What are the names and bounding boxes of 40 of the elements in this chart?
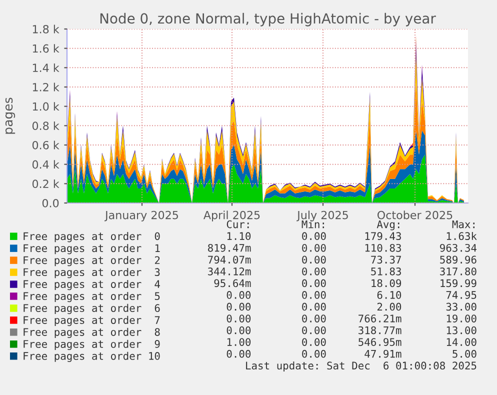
text: 344.12m 0.00 51.83 317.80 bbox=[208, 267, 476, 276]
legend-label: Free pages at order 6 bbox=[24, 304, 160, 314]
text: 0.00 0.00 766.21m 19.00 bbox=[226, 314, 476, 322]
text: Last update: Sat Dec 6 01:00:08 2025 bbox=[246, 361, 476, 372]
text: 95.64m 0.00 18.09 159.99 bbox=[214, 279, 476, 288]
y-tick-label: 1.6 k bbox=[32, 44, 60, 53]
legend-label: Free pages at order 3 bbox=[24, 268, 160, 278]
y-tick-label: 1.0 k bbox=[32, 102, 60, 111]
x-tick-label: October 2025 bbox=[377, 210, 452, 220]
text: 0.00 0.00 318.77m 13.00 bbox=[226, 326, 476, 334]
text: 1.00 0.00 546.95m 14.00 bbox=[227, 338, 476, 346]
text: 1.10 0.00 179.43 1.63k bbox=[227, 232, 477, 240]
legend-label: Free pages at order 1 bbox=[24, 244, 160, 254]
text: 0.00 0.00 2.00 33.00 bbox=[226, 302, 476, 311]
x-tick-label: April 2025 bbox=[203, 210, 260, 222]
legend-label: Free pages at order 0 bbox=[24, 232, 160, 242]
chart-title: Node 0, zone Normal, type HighAtomic - by year bbox=[100, 12, 436, 26]
y-tick-label: 0.8 k bbox=[32, 121, 60, 130]
y-tick-label: 0.4 k bbox=[32, 160, 60, 169]
legend-label: Free pages at order 10 bbox=[24, 352, 160, 362]
text: 0.00 0.00 6.10 74.95 bbox=[226, 291, 476, 299]
x-tick-label: July 2025 bbox=[296, 210, 348, 222]
text: 819.47m 0.00 110.83 963.34 bbox=[208, 244, 477, 252]
text: Cur: Min: Avg: Max: bbox=[226, 220, 475, 230]
text: 794.07m 0.00 73.37 589.96 bbox=[208, 256, 476, 264]
text: 0.00 0.00 47.91m 5.00 bbox=[226, 350, 476, 358]
y-axis-title: pages bbox=[5, 98, 16, 134]
y-tick-label: 1.2 k bbox=[32, 82, 60, 92]
legend-label: Free pages at order 7 bbox=[24, 316, 160, 326]
legend-label: Free pages at order 2 bbox=[24, 256, 160, 266]
y-tick-label: 1.8 k bbox=[32, 24, 60, 34]
y-tick-label: 0.6 k bbox=[32, 140, 60, 150]
legend-label: Free pages at order 5 bbox=[24, 292, 160, 302]
y-tick-label: 1.4 k bbox=[32, 63, 60, 72]
y-tick-label: 0.2 k bbox=[32, 179, 60, 188]
x-tick-label: January 2025 bbox=[104, 210, 178, 222]
legend-label: Free pages at order 9 bbox=[24, 340, 160, 350]
y-tick-label: 0.0 bbox=[42, 198, 59, 208]
legend-label: Free pages at order 4 bbox=[24, 280, 160, 290]
legend-label: Free pages at order 8 bbox=[24, 328, 160, 338]
